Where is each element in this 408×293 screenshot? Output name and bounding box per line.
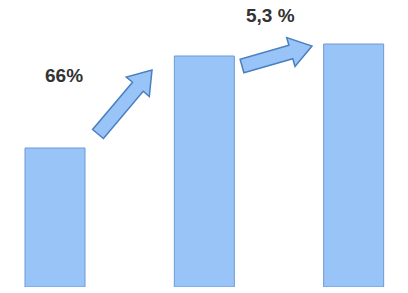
svg-text:5,3 %: 5,3 % bbox=[246, 5, 295, 26]
svg-text:66%: 66% bbox=[45, 65, 83, 86]
